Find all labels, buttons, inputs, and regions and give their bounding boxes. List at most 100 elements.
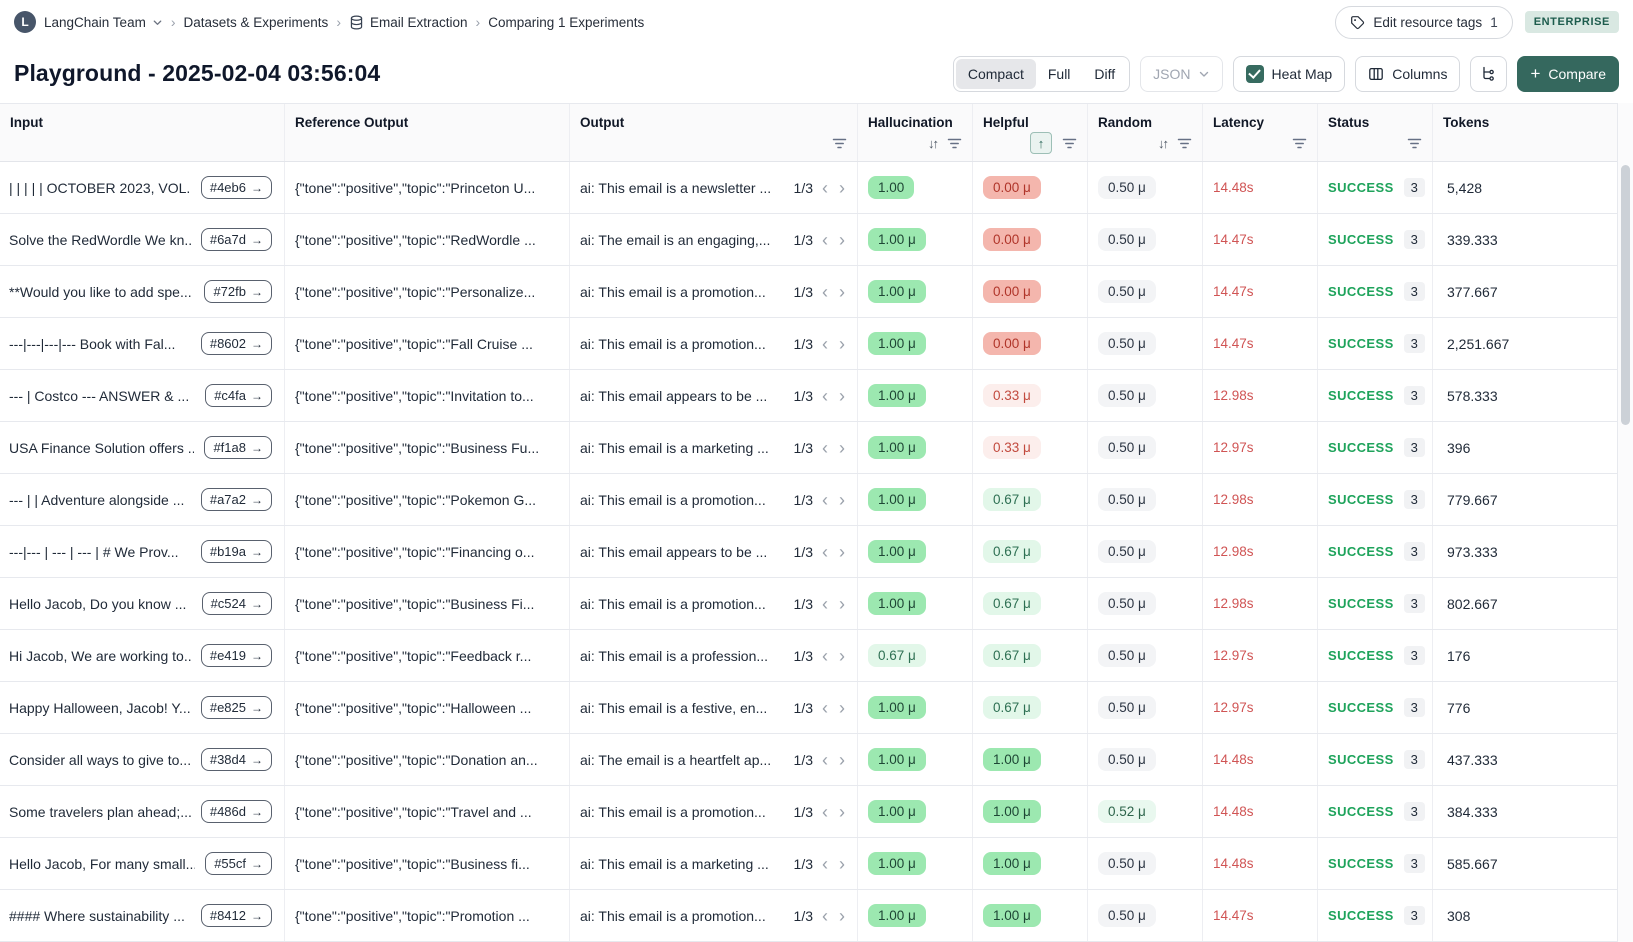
next-run-icon[interactable]: › xyxy=(839,801,845,822)
heat-map-toggle[interactable]: Heat Map xyxy=(1232,55,1346,92)
prev-run-icon[interactable]: ‹ xyxy=(822,853,828,874)
run-counter: 1/3 xyxy=(793,699,813,716)
next-run-icon[interactable]: › xyxy=(839,749,845,770)
prev-run-icon[interactable]: ‹ xyxy=(822,801,828,822)
prev-run-icon[interactable]: ‹ xyxy=(822,385,828,406)
example-link[interactable]: #55cf → xyxy=(205,852,272,875)
prev-run-icon[interactable]: ‹ xyxy=(822,281,828,302)
example-link[interactable]: #4eb6 → xyxy=(200,176,272,199)
prev-run-icon[interactable]: ‹ xyxy=(822,229,828,250)
filter-icon[interactable] xyxy=(1062,137,1077,150)
vertical-scrollbar[interactable] xyxy=(1617,103,1633,942)
next-run-icon[interactable]: › xyxy=(839,489,845,510)
next-run-icon[interactable]: › xyxy=(839,593,845,614)
example-id: #55cf xyxy=(214,856,246,871)
table-row[interactable]: Solve the RedWordle We kn... #6a7d → {"t… xyxy=(0,214,1617,266)
next-run-icon[interactable]: › xyxy=(839,281,845,302)
edit-resource-tags-button[interactable]: Edit resource tags 1 xyxy=(1335,5,1513,39)
example-link[interactable]: #c4fa → xyxy=(205,384,272,407)
view-mode-diff[interactable]: Diff xyxy=(1082,59,1127,89)
breadcrumb-dataset[interactable]: Email Extraction xyxy=(349,15,468,30)
next-run-icon[interactable]: › xyxy=(839,541,845,562)
table-row[interactable]: ---|---|---|--- Book with Fal... #8602 →… xyxy=(0,318,1617,370)
scrollbar-thumb[interactable] xyxy=(1621,165,1630,425)
column-label: Reference Output xyxy=(295,115,409,130)
example-link[interactable]: #c524 → xyxy=(201,592,272,615)
attempt-count: 3 xyxy=(1403,386,1425,405)
table-row[interactable]: **Would you like to add spe... #72fb → {… xyxy=(0,266,1617,318)
table-row[interactable]: Hi Jacob, We are working to... #e419 → {… xyxy=(0,630,1617,682)
table-row[interactable]: Consider all ways to give to... #38d4 → … xyxy=(0,734,1617,786)
example-link[interactable]: #b19a → xyxy=(200,540,272,563)
next-run-icon[interactable]: › xyxy=(839,697,845,718)
prev-run-icon[interactable]: ‹ xyxy=(822,333,828,354)
prev-run-icon[interactable]: ‹ xyxy=(822,593,828,614)
columns-button[interactable]: Columns xyxy=(1355,55,1461,92)
prev-run-icon[interactable]: ‹ xyxy=(822,697,828,718)
status-label: SUCCESS xyxy=(1328,388,1394,403)
example-link[interactable]: #a7a2 → xyxy=(200,488,272,511)
example-link[interactable]: #486d → xyxy=(200,800,272,823)
table-row[interactable]: Happy Halloween, Jacob! Y... #e825 → {"t… xyxy=(0,682,1617,734)
view-mode-compact[interactable]: Compact xyxy=(955,58,1036,89)
example-id: #c524 xyxy=(210,596,246,611)
example-link[interactable]: #8602 → xyxy=(200,332,272,355)
table-row[interactable]: #### Where sustainability ... #8412 → {"… xyxy=(0,890,1617,942)
tree-view-button[interactable] xyxy=(1470,55,1508,92)
prev-run-icon[interactable]: ‹ xyxy=(822,645,828,666)
table-row[interactable]: | | | | | OCTOBER 2023, VOL... #4eb6 → {… xyxy=(0,162,1617,214)
next-run-icon[interactable]: › xyxy=(839,437,845,458)
table-row[interactable]: --- | Costco --- ANSWER & ... #c4fa → {"… xyxy=(0,370,1617,422)
format-select[interactable]: JSON xyxy=(1140,55,1223,92)
breadcrumb-separator: › xyxy=(475,14,481,30)
prev-run-icon[interactable]: ‹ xyxy=(822,749,828,770)
sort-asc-active-icon[interactable]: ↑ xyxy=(1030,132,1052,154)
prev-run-icon[interactable]: ‹ xyxy=(822,437,828,458)
table-row[interactable]: ---|--- | --- | --- | # We Prov... #b19a… xyxy=(0,526,1617,578)
next-run-icon[interactable]: › xyxy=(839,905,845,926)
example-link[interactable]: #6a7d → xyxy=(200,228,272,251)
table-row[interactable]: USA Finance Solution offers ... #f1a8 → … xyxy=(0,422,1617,474)
example-id: #c4fa xyxy=(214,388,246,403)
breadcrumb-team[interactable]: LangChain Team xyxy=(44,15,163,30)
next-run-icon[interactable]: › xyxy=(839,333,845,354)
view-mode-full[interactable]: Full xyxy=(1036,59,1083,89)
next-run-icon[interactable]: › xyxy=(839,177,845,198)
next-run-icon[interactable]: › xyxy=(839,385,845,406)
next-run-icon[interactable]: › xyxy=(839,229,845,250)
example-id: #b19a xyxy=(209,544,246,559)
prev-run-icon[interactable]: ‹ xyxy=(822,541,828,562)
example-link[interactable]: #72fb → xyxy=(204,280,272,303)
filter-icon[interactable] xyxy=(832,137,847,150)
chevron-down-icon xyxy=(152,17,163,28)
prev-run-icon[interactable]: ‹ xyxy=(822,489,828,510)
random-score: 0.50 μ xyxy=(1098,748,1156,771)
tokens-value: 578.333 xyxy=(1447,387,1498,404)
random-score: 0.50 μ xyxy=(1098,384,1156,407)
filter-icon[interactable] xyxy=(1292,137,1307,150)
next-run-icon[interactable]: › xyxy=(839,645,845,666)
table-row[interactable]: Hello Jacob, Do you know ... #c524 → {"t… xyxy=(0,578,1617,630)
table-row[interactable]: --- | | Adventure alongside ... #a7a2 → … xyxy=(0,474,1617,526)
example-link[interactable]: #e825 → xyxy=(200,696,272,719)
prev-run-icon[interactable]: ‹ xyxy=(822,177,828,198)
breadcrumb-datasets[interactable]: Datasets & Experiments xyxy=(183,14,329,30)
table-row[interactable]: Some travelers plan ahead;... #486d → {"… xyxy=(0,786,1617,838)
table-row[interactable]: Hello Jacob, For many small... #55cf → {… xyxy=(0,838,1617,890)
team-avatar[interactable]: L xyxy=(14,11,36,33)
hallucination-score: 1.00 μ xyxy=(868,904,926,927)
next-run-icon[interactable]: › xyxy=(839,853,845,874)
column-label: Tokens xyxy=(1443,115,1490,130)
filter-icon[interactable] xyxy=(1407,137,1422,150)
arrow-right-icon: → xyxy=(251,180,263,195)
sort-icon[interactable]: ↓↑ xyxy=(928,135,939,151)
example-link[interactable]: #8412 → xyxy=(200,904,272,927)
example-link[interactable]: #e419 → xyxy=(200,644,272,667)
sort-icon[interactable]: ↓↑ xyxy=(1158,135,1169,151)
filter-icon[interactable] xyxy=(947,137,962,150)
example-link[interactable]: #38d4 → xyxy=(200,748,272,771)
prev-run-icon[interactable]: ‹ xyxy=(822,905,828,926)
example-link[interactable]: #f1a8 → xyxy=(204,436,272,459)
compare-button[interactable]: + Compare xyxy=(1517,55,1619,92)
filter-icon[interactable] xyxy=(1177,137,1192,150)
